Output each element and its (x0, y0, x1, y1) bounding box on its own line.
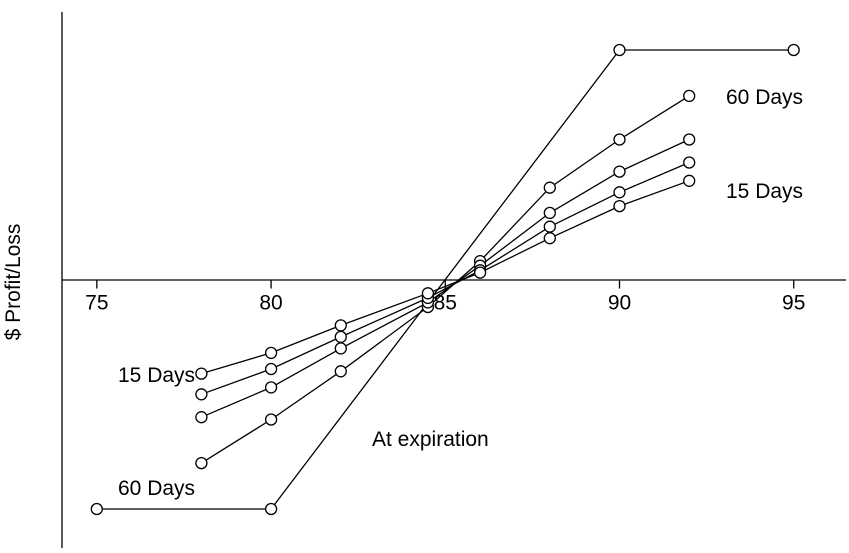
y-axis-label: $ Profit/Loss (2, 224, 25, 341)
series-3-point-1 (264, 362, 278, 376)
series-0-point-1 (264, 502, 278, 516)
x-tick-label-75: 75 (85, 292, 108, 315)
annotation-at-expiration: At expiration (372, 428, 489, 451)
annotations: 60 Days 15 Days 15 Days 60 Days At expir… (118, 86, 803, 500)
series-0-point-3 (787, 43, 800, 57)
series-line-2 (201, 138, 690, 418)
series-3-point-2 (334, 330, 347, 344)
series-2-point-5 (543, 206, 556, 220)
series-3-point-5 (543, 220, 556, 233)
series-0-point-0 (90, 502, 103, 516)
axes (61, 12, 846, 548)
series-3-point-7 (683, 156, 696, 169)
series-4-point-1 (264, 346, 278, 360)
series-1-point-1 (264, 413, 278, 426)
series-4-point-6 (613, 199, 626, 213)
series-layer (90, 43, 800, 516)
series-line-0 (96, 49, 794, 510)
x-tick-label-85: 85 (434, 292, 457, 315)
series-3-point-0 (195, 388, 208, 401)
series-4-point-2 (334, 319, 347, 332)
series-2-point-0 (195, 411, 208, 424)
series-line-3 (201, 161, 690, 395)
series-1-point-7 (683, 89, 696, 103)
series-3-point-6 (613, 186, 626, 199)
series-2-point-7 (683, 133, 696, 146)
x-tick-label-90: 90 (608, 292, 631, 315)
series-2-point-6 (613, 165, 626, 178)
series-0-point-2 (613, 43, 626, 57)
annotation-15-days-bottom: 15 Days (118, 364, 195, 387)
x-tick-label-95: 95 (782, 292, 805, 315)
series-4-point-3 (421, 287, 435, 300)
series-4-point-5 (543, 232, 556, 245)
series-4-point-7 (683, 174, 696, 187)
annotation-60-days-top: 60 Days (726, 86, 803, 109)
x-ticks: 75 80 85 90 95 (85, 279, 805, 315)
series-1-point-5 (543, 181, 556, 194)
series-1-point-2 (334, 365, 347, 378)
series-1-point-6 (613, 133, 626, 146)
series-4-point-0 (195, 367, 208, 380)
annotation-60-days-bottom: 60 Days (118, 477, 195, 500)
x-tick-label-80: 80 (259, 292, 282, 315)
series-line-4 (201, 180, 690, 375)
series-4-point-4 (473, 266, 487, 279)
series-2-point-1 (264, 381, 278, 394)
annotation-15-days-top: 15 Days (726, 180, 803, 203)
series-1-point-0 (195, 456, 208, 470)
series-2-point-2 (334, 342, 347, 355)
